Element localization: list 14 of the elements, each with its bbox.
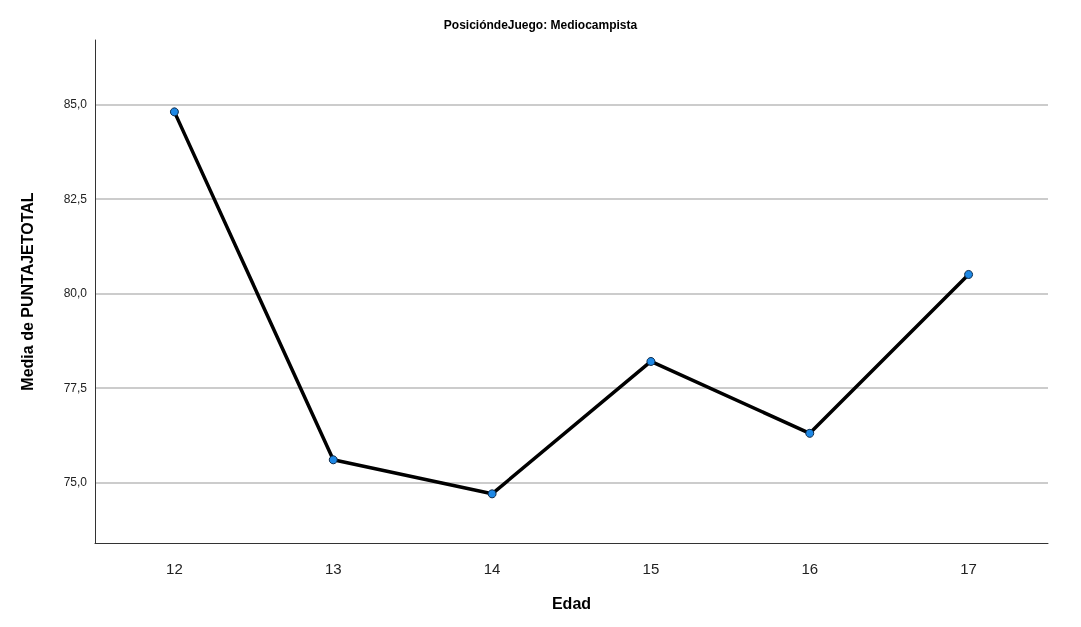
y-axis-title: Media de PUNTAJETOTAL (18, 192, 36, 391)
y-tick-label: 82,5 (63, 191, 88, 206)
x-axis-title: Edad (551, 594, 592, 612)
y-tick-label: 85,0 (63, 97, 88, 112)
x-tick-label: 13 (324, 560, 342, 577)
y-tick-label: 80,0 (63, 286, 88, 301)
x-tick-label: 12 (166, 560, 183, 577)
x-tick-label: 15 (642, 560, 660, 577)
y-tick-label: 75,0 (63, 475, 88, 490)
chart-title: PosicióndeJuego: Mediocampista (443, 18, 638, 32)
x-tick-label: 16 (801, 560, 819, 577)
y-tick-label: 77,5 (63, 380, 88, 395)
x-tick-label: 17 (960, 560, 977, 577)
x-tick-label: 14 (483, 560, 501, 577)
